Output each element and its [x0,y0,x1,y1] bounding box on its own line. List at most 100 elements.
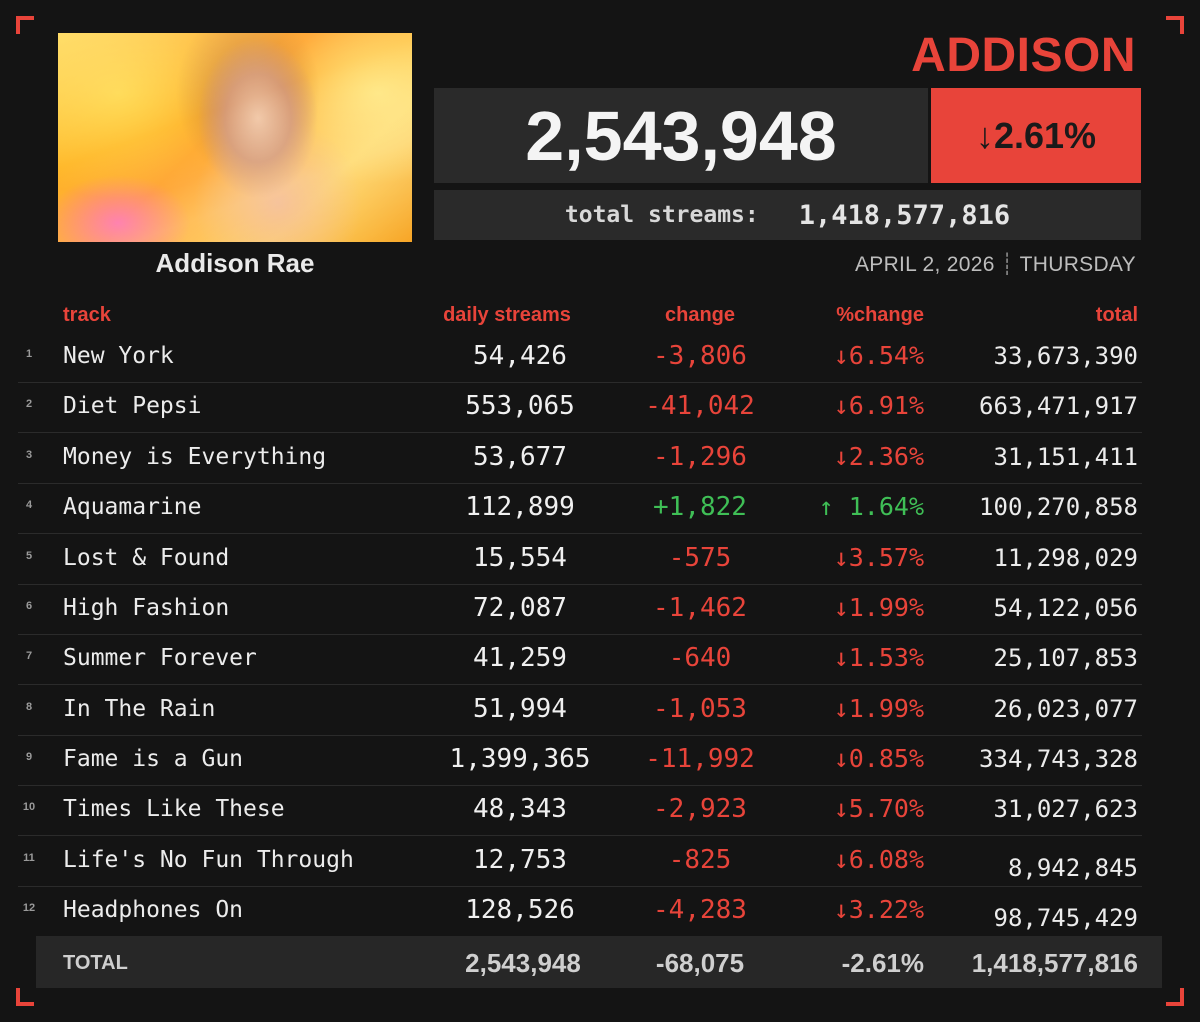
total-streams-panel: total streams: 1,418,577,816 [434,190,1141,240]
row-total: 31,027,623 [993,795,1139,823]
row-pct-change: ↓2.36% [833,442,924,471]
row-pct-change: ↓5.70% [833,794,924,823]
date-text: APRIL 2, 2026 [854,253,995,276]
row-total: 98,745,429 [993,904,1139,932]
table-row: 8 In The Rain 51,994 -1,053 ↓1.99% 26,02… [18,685,1142,736]
totals-daily-streams: 2,543,948 [465,948,581,978]
row-total: 334,743,328 [979,745,1138,773]
corner-bracket-top-left [16,16,34,34]
row-daily-streams: 48,343 [473,794,567,824]
row-daily-streams: 128,526 [465,895,575,925]
row-total: 31,151,411 [993,443,1139,471]
table-row: 7 Summer Forever 41,259 -640 ↓1.53% 25,1… [18,634,1142,685]
row-rank: 8 [25,701,33,713]
table-row: 9 Fame is a Gun 1,399,365 -11,992 ↓0.85%… [18,735,1142,786]
row-total: 33,673,390 [993,342,1139,370]
artist-banner: ADDISON [911,29,1136,82]
row-pct-change: ↓1.53% [833,643,924,672]
totals-pct-change: -2.61% [841,948,924,978]
table-row: 12 Headphones On 128,526 -4,283 ↓3.22% 9… [18,886,1142,936]
row-pct-change: ↓3.57% [833,543,924,572]
row-rank: 1 [25,348,33,360]
table-row: 4 Aquamarine 112,899 +1,822 ↑ 1.64% 100,… [18,483,1142,534]
corner-bracket-bottom-right [1166,988,1184,1006]
corner-bracket-bottom-left [16,988,34,1006]
row-rank: 7 [25,650,33,662]
table-row: 2 Diet Pepsi 553,065 -41,042 ↓6.91% 663,… [18,382,1142,433]
row-change: -1,462 [653,593,747,623]
row-daily-streams: 12,753 [473,845,567,875]
total-streams-value: 1,418,577,816 [798,199,1011,231]
row-rank: 11 [23,852,35,864]
row-rank: 5 [25,550,33,562]
column-header-daily-streams: daily streams [443,304,571,326]
row-pct-change: ↓1.99% [833,694,924,723]
daily-change-badge: ↓2.61% [931,88,1141,183]
total-streams-label: total streams: [564,202,759,228]
column-header-total: total [1095,304,1138,326]
row-track-name: Life's No Fun Through [63,847,354,873]
row-daily-streams: 54,426 [473,341,567,371]
row-pct-change: ↓1.99% [833,593,924,622]
weekday-text: THURSDAY [1019,253,1136,276]
row-rank: 4 [25,499,33,511]
row-pct-change: ↓6.54% [833,341,924,370]
row-total: 54,122,056 [993,594,1139,622]
row-total: 8,942,845 [1007,854,1138,882]
row-daily-streams: 1,399,365 [449,744,591,774]
row-pct-change: ↓6.91% [833,391,924,420]
artist-photo [58,33,412,242]
table-row: 11 Life's No Fun Through 12,753 -825 ↓6.… [18,836,1142,887]
row-change: -41,042 [645,391,755,421]
row-daily-streams: 53,677 [473,442,567,472]
row-rank: 3 [25,449,33,461]
row-rank: 2 [25,398,33,410]
row-track-name: Headphones On [63,897,244,923]
row-daily-streams: 51,994 [473,694,567,724]
row-track-name: Lost & Found [63,545,230,571]
row-change: +1,822 [653,492,747,522]
row-track-name: In The Rain [63,696,216,722]
column-header-change: change [664,304,736,326]
row-change: -640 [668,643,732,673]
row-track-name: Diet Pepsi [63,393,202,419]
row-track-name: Aquamarine [63,494,202,520]
row-change: -11,992 [645,744,755,774]
row-track-name: Times Like These [63,796,285,822]
row-daily-streams: 41,259 [473,643,567,673]
table-row: 10 Times Like These 48,343 -2,923 ↓5.70%… [18,785,1142,836]
row-change: -3,806 [653,341,747,371]
row-track-name: New York [63,343,174,369]
row-total: 663,471,917 [979,392,1138,420]
row-rank: 9 [25,751,33,763]
row-change: -1,296 [653,442,747,472]
daily-streams-total: 2,543,948 [434,88,928,183]
row-total: 26,023,077 [993,695,1139,723]
corner-bracket-top-right [1166,16,1184,34]
row-change: -575 [668,543,732,573]
row-track-name: High Fashion [63,595,230,621]
date-line: APRIL 2, 2026 ┊ THURSDAY [855,252,1136,277]
row-rank: 6 [25,600,33,612]
row-pct-change: ↓3.22% [833,895,924,924]
row-total: 25,107,853 [993,644,1139,672]
row-rank: 12 [22,902,36,914]
table-row: 5 Lost & Found 15,554 -575 ↓3.57% 11,298… [18,534,1142,585]
row-daily-streams: 112,899 [465,492,575,522]
row-change: -2,923 [653,794,747,824]
totals-label: TOTAL [63,952,128,974]
row-track-name: Fame is a Gun [63,746,244,772]
row-track-name: Summer Forever [63,645,257,671]
totals-total: 1,418,577,816 [971,948,1138,978]
row-total: 11,298,029 [993,544,1139,572]
column-header-pct-change: %change [836,304,924,326]
table-row: 3 Money is Everything 53,677 -1,296 ↓2.3… [18,433,1142,484]
artist-name: Addison Rae [155,248,315,278]
column-header-track: track [63,304,111,326]
row-track-name: Money is Everything [63,444,327,470]
table-row: 1 New York 54,426 -3,806 ↓6.54% 33,673,3… [18,332,1142,383]
row-daily-streams: 72,087 [473,593,567,623]
date-separator: ┊ [1000,253,1014,276]
row-daily-streams: 15,554 [473,543,567,573]
row-daily-streams: 553,065 [465,391,575,421]
